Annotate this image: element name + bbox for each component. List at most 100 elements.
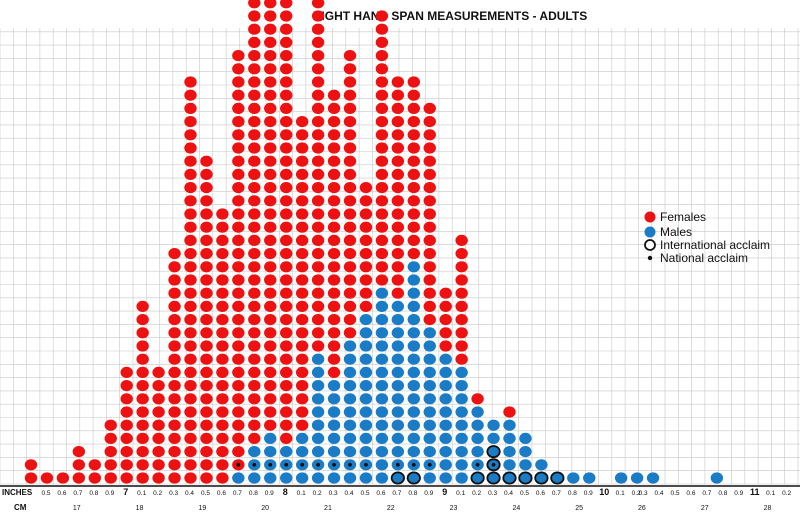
cm-tick-label: 25	[575, 505, 583, 512]
female-dot	[391, 142, 405, 154]
female-dot	[407, 102, 420, 114]
male-dot	[359, 380, 373, 392]
female-dot	[216, 248, 229, 260]
cm-tick-label: 23	[450, 505, 458, 512]
female-dot	[343, 102, 357, 114]
male-dot	[375, 472, 389, 484]
inches-tick-label: 0.6	[536, 490, 545, 497]
female-dot	[24, 459, 38, 471]
male-dot	[343, 393, 357, 405]
male-dot	[407, 393, 420, 405]
female-dot	[311, 10, 325, 22]
female-dot	[280, 155, 293, 167]
female-dot	[375, 274, 389, 286]
male-dot	[471, 446, 484, 458]
male-dot	[295, 432, 309, 444]
female-dot	[200, 380, 213, 392]
female-dot	[311, 314, 325, 326]
male-dot	[311, 419, 325, 431]
male-dot	[327, 406, 341, 418]
female-dot	[136, 300, 149, 312]
cm-tick-label: 21	[324, 505, 332, 512]
female-dot	[232, 89, 245, 101]
female-dot	[375, 102, 389, 114]
female-dot	[455, 234, 468, 246]
national-acclaim-marker	[475, 462, 480, 467]
male-dot	[343, 432, 357, 444]
female-dot	[232, 406, 245, 418]
inches-tick-label: 7	[123, 487, 128, 497]
inches-tick-label: 0.5	[520, 490, 529, 497]
male-dot	[327, 393, 341, 405]
male-dot	[487, 419, 500, 431]
female-dot	[136, 459, 149, 471]
female-dot	[295, 195, 309, 207]
female-dot	[280, 208, 293, 220]
female-dot	[391, 129, 405, 141]
female-dot	[168, 340, 181, 352]
male-dot	[407, 353, 420, 365]
female-dot	[232, 419, 245, 431]
male-dot	[487, 432, 500, 444]
male-dot	[375, 340, 389, 352]
national-acclaim-marker	[316, 462, 320, 467]
female-dot	[152, 472, 165, 484]
male-dot	[391, 340, 405, 352]
female-dot	[232, 76, 245, 88]
female-dot	[264, 36, 277, 49]
female-dot	[391, 89, 405, 101]
inches-tick-label: 11	[750, 487, 760, 497]
female-dot	[327, 102, 341, 114]
female-dot	[423, 168, 436, 180]
female-dot	[295, 261, 309, 273]
female-dot	[216, 314, 229, 326]
female-dot	[200, 300, 213, 312]
female-dot	[88, 459, 102, 471]
male-dot	[375, 300, 389, 312]
inches-tick-label: 0.3	[329, 490, 338, 497]
inches-tick-label: 0.7	[552, 490, 561, 497]
female-dot	[391, 234, 405, 246]
female-dot	[216, 327, 229, 339]
male-dot	[439, 419, 452, 431]
female-dot	[136, 366, 149, 378]
female-dot	[375, 63, 389, 75]
male-dot	[359, 340, 373, 352]
male-dot	[423, 472, 436, 484]
international-acclaim-marker	[502, 471, 517, 485]
female-dot	[184, 155, 197, 167]
female-dot	[168, 261, 181, 273]
female-dot	[375, 221, 389, 233]
male-dot	[375, 287, 389, 299]
female-dot	[311, 155, 325, 167]
male-dot	[391, 419, 405, 431]
female-dot	[423, 195, 436, 207]
female-dot	[327, 314, 341, 326]
female-dot	[280, 168, 293, 180]
male-dot	[359, 314, 373, 326]
female-dot	[248, 50, 261, 62]
female-dot	[375, 23, 389, 35]
female-dot	[423, 129, 436, 141]
female-dot	[407, 142, 420, 154]
female-dot	[264, 89, 277, 101]
male-dot	[295, 472, 309, 484]
male-dot	[439, 432, 452, 444]
female-dot	[503, 406, 516, 418]
female-dot	[311, 63, 325, 75]
female-dot	[280, 50, 293, 62]
female-dot	[423, 116, 436, 128]
female-dot	[184, 366, 197, 378]
male-dot	[519, 472, 532, 484]
female-dot	[248, 63, 261, 75]
female-dot	[455, 248, 468, 260]
female-dot	[423, 261, 436, 273]
international-acclaim-marker	[470, 471, 485, 485]
female-dot	[343, 182, 357, 194]
female-dot	[264, 261, 277, 273]
female-dot	[280, 116, 293, 128]
male-dot	[423, 353, 436, 365]
female-dot	[311, 36, 325, 49]
inches-tick-label: 0.8	[568, 490, 577, 497]
female-dot	[407, 155, 420, 167]
